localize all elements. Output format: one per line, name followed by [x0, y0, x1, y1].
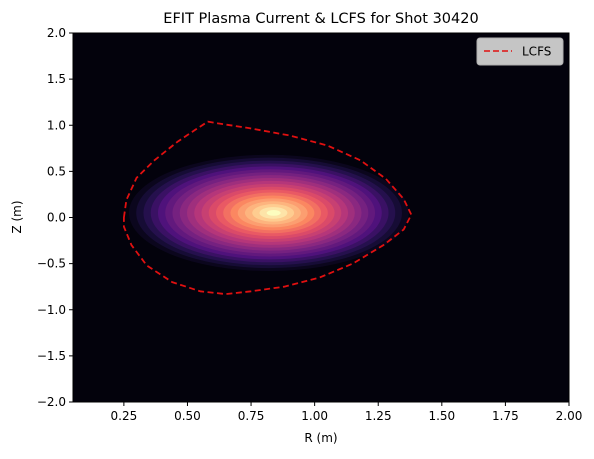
y-tick-label: −2.0 — [37, 395, 66, 409]
legend: LCFS — [477, 38, 563, 65]
x-axis-label: R (m) — [304, 431, 337, 445]
x-tick-label: 0.50 — [174, 409, 201, 423]
x-tick-label: 1.00 — [301, 409, 328, 423]
chart-title: EFIT Plasma Current & LCFS for Shot 3042… — [163, 11, 478, 27]
x-tick-label: 0.75 — [238, 409, 265, 423]
y-tick-label: 1.0 — [47, 118, 66, 132]
y-axis: 2.0 1.5 1.0 0.5 0.0 −0.5 −1.0 −1.5 −2.0 — [37, 26, 73, 409]
current-density-layer — [129, 155, 409, 271]
x-tick-label: 2.00 — [556, 409, 583, 423]
y-tick-label: 2.0 — [47, 26, 66, 40]
x-tick-label: 0.25 — [111, 409, 138, 423]
y-tick-label: −0.5 — [37, 257, 66, 271]
x-axis: 0.25 0.50 0.75 1.00 1.25 1.50 1.75 2.00 — [111, 402, 583, 423]
y-tick-label: 1.5 — [47, 72, 66, 86]
x-tick-label: 1.25 — [365, 409, 392, 423]
x-tick-label: 1.50 — [428, 409, 455, 423]
current-contour — [267, 210, 281, 216]
y-axis-label: Z (m) — [10, 200, 24, 233]
y-tick-label: 0.5 — [47, 164, 66, 178]
y-tick-label: 0.0 — [47, 211, 66, 225]
y-tick-label: −1.0 — [37, 303, 66, 317]
x-tick-label: 1.75 — [492, 409, 519, 423]
y-tick-label: −1.5 — [37, 349, 66, 363]
legend-label-lcfs: LCFS — [522, 45, 551, 59]
